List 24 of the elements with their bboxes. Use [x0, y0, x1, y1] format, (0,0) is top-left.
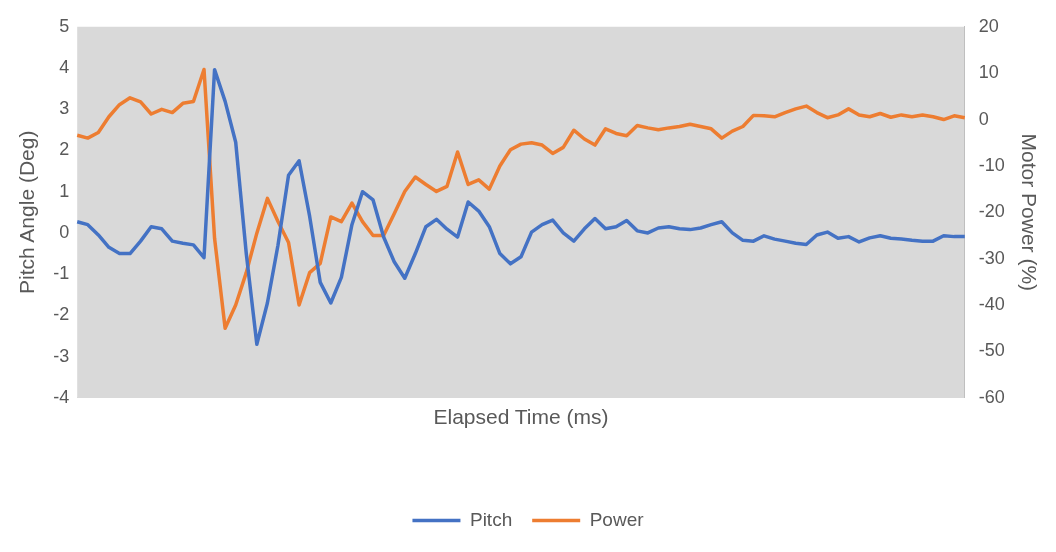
y2-tick-label: -10: [978, 154, 1005, 175]
legend-label: Power: [589, 508, 645, 530]
y-tick-label: 4: [59, 56, 70, 77]
y2-tick-label: -40: [978, 294, 1005, 315]
y2-tick-label: -50: [978, 340, 1005, 361]
y-tick-label: 0: [59, 221, 70, 242]
y-tick-label: -4: [53, 386, 70, 407]
y2-axis-title: Motor Power (%): [1017, 133, 1041, 292]
y2-tick-label: -30: [978, 247, 1005, 268]
legend-label: Pitch: [469, 508, 513, 530]
y-tick-label: -2: [53, 304, 70, 325]
y2-tick-label: 0: [978, 108, 989, 129]
y2-tick-label: 20: [978, 15, 999, 36]
y-axis-title: Pitch Angle (Deg): [15, 130, 39, 295]
y2-tick-label: 10: [978, 62, 999, 83]
x-axis-title: Elapsed Time (ms): [433, 405, 609, 429]
y-tick-label: 3: [59, 98, 70, 119]
y-tick-label: -3: [53, 345, 70, 366]
y2-tick-label: -20: [978, 201, 1005, 222]
y-tick-label: 5: [59, 15, 70, 36]
y-tick-label: 2: [59, 139, 70, 160]
y-tick-label: 1: [59, 180, 70, 201]
y-tick-label: -1: [53, 263, 70, 284]
y2-tick-label: -60: [978, 386, 1005, 407]
